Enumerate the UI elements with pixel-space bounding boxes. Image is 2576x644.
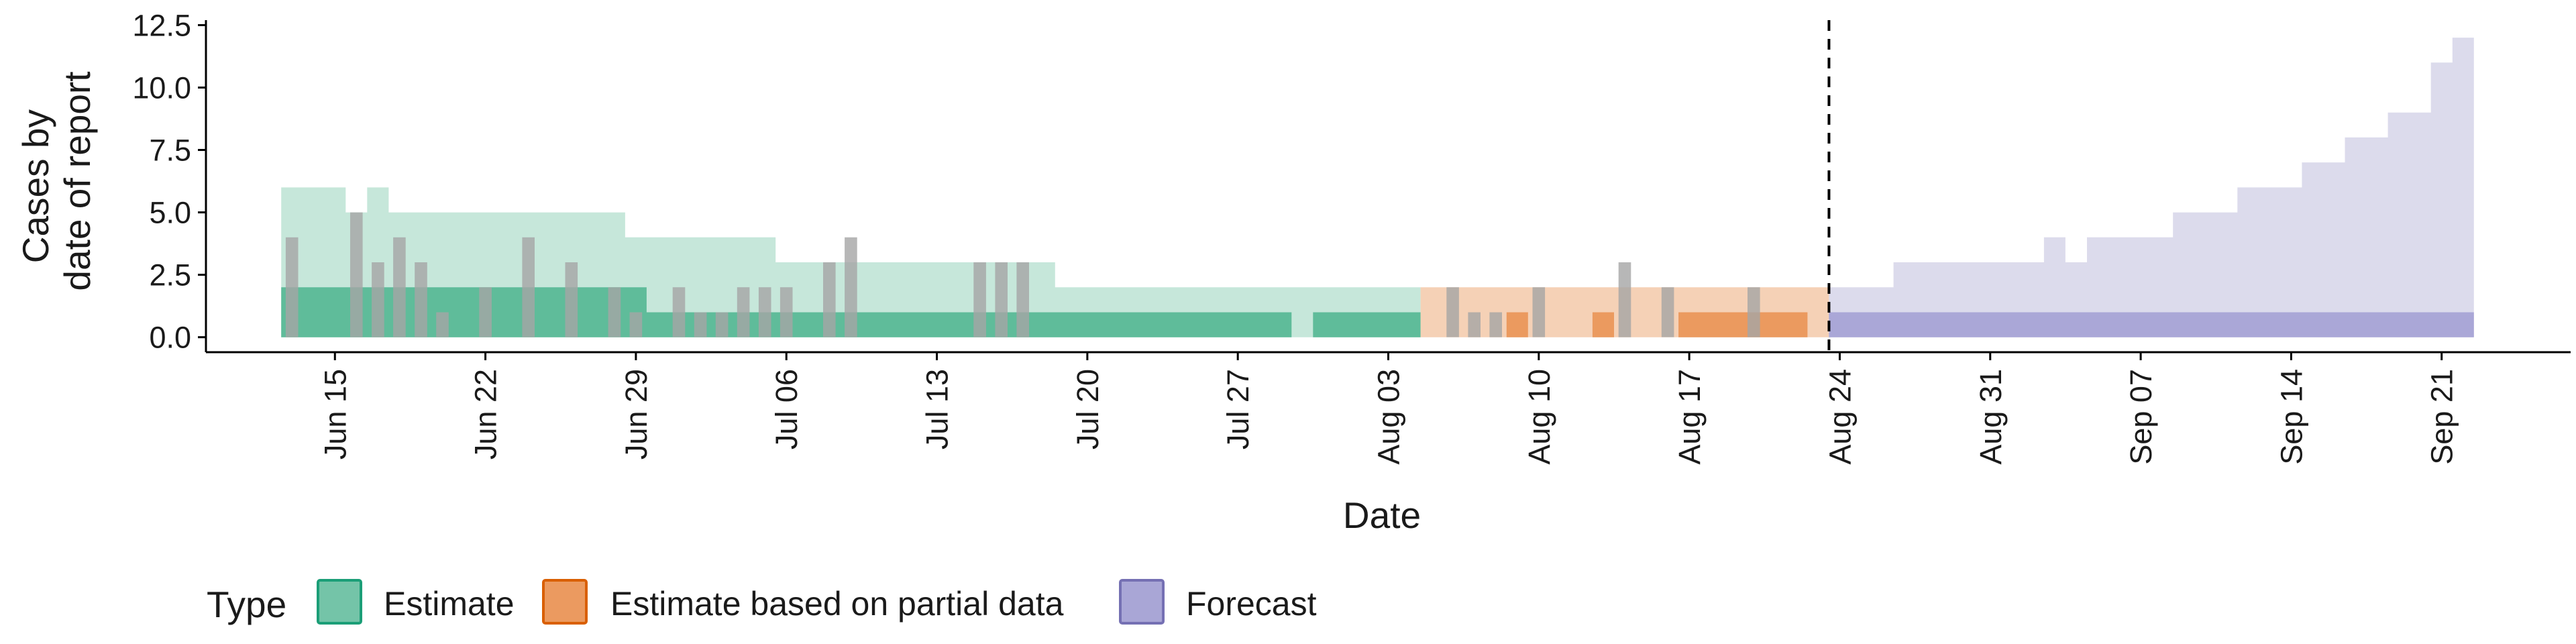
legend-label-estimate: Estimate: [384, 585, 515, 623]
legend-swatch-forecast: [1119, 579, 1165, 625]
x-tick-label: Aug 10: [1522, 369, 1556, 465]
observed-bar: [1532, 287, 1546, 337]
x-tick-label: Aug 03: [1372, 369, 1406, 465]
y-tick-label: 0.0: [149, 321, 191, 355]
x-axis-ticks: Jun 15 Jun 22 Jun 29 Jul 06 Jul 13 Jul 20 Jul …: [318, 352, 2459, 465]
observed-bar: [1468, 312, 1481, 337]
observed-bar: [737, 287, 750, 337]
y-tick-label: 7.5: [149, 133, 191, 168]
x-tick-label: Jul 20: [1071, 369, 1105, 449]
band-inner-2: [1829, 312, 2474, 337]
band-inner-1: [1420, 312, 1829, 337]
x-tick-label: Aug 17: [1672, 369, 1707, 465]
legend-title: Type: [207, 584, 286, 625]
legend-label-forecast: Forecast: [1186, 585, 1317, 623]
x-axis-title: Date: [1343, 494, 1421, 536]
y-axis-title: Cases by date of report: [15, 71, 98, 290]
observed-bar: [995, 262, 1008, 337]
observed-bar: [372, 262, 384, 337]
observed-bar: [1748, 287, 1760, 337]
observed-bar: [436, 312, 449, 337]
y-tick-label: 10.0: [132, 70, 191, 105]
y-tick-label: 12.5: [132, 8, 191, 42]
observed-bar: [823, 262, 836, 337]
y-axis-title-line-2: date of report: [56, 71, 98, 290]
legend-swatch-partial: [542, 579, 588, 625]
x-tick-label: Sep 07: [2124, 369, 2158, 465]
observed-bar: [1016, 262, 1029, 337]
observed-bar: [285, 237, 299, 337]
legend-label-partial: Estimate based on partial data: [610, 585, 1064, 623]
legend-swatch-estimate: [317, 579, 362, 625]
x-tick-label: Jun 15: [318, 369, 352, 460]
observed-bar: [780, 287, 793, 337]
observed-bar: [694, 312, 707, 337]
observed-bar: [1661, 287, 1674, 337]
y-axis-ticks: 0.0 2.5 5.0 7.5 10.0 12.5: [132, 8, 206, 355]
observed-bar: [1618, 262, 1631, 337]
x-tick-label: Sep 14: [2274, 369, 2308, 465]
x-tick-label: Jun 29: [619, 369, 653, 460]
observed-bar: [608, 287, 621, 337]
observed-bar: [522, 237, 535, 337]
observed-bar: [350, 212, 363, 337]
observed-bar: [845, 237, 857, 337]
y-tick-label: 2.5: [149, 258, 191, 292]
x-tick-label: Sep 21: [2425, 369, 2459, 465]
observed-bar: [715, 312, 729, 337]
y-axis-title-line-1: Cases by: [15, 109, 56, 264]
observed-bar: [758, 287, 771, 337]
x-tick-label: Aug 31: [1974, 369, 2008, 465]
observed-bar: [565, 262, 578, 337]
observed-cases-bars: [285, 212, 1760, 337]
observed-bar: [415, 262, 427, 337]
legend: Type Estimate Estimate based on partial …: [207, 579, 1317, 625]
observed-bar: [1489, 312, 1502, 337]
observed-bar: [973, 262, 986, 337]
band-outer-2: [1829, 38, 2474, 337]
x-tick-label: Jul 06: [769, 369, 804, 449]
observed-bar: [479, 287, 492, 337]
x-tick-label: Jul 13: [920, 369, 955, 449]
observed-bar: [672, 287, 686, 337]
x-tick-label: Jul 27: [1221, 369, 1255, 449]
y-tick-label: 5.0: [149, 196, 191, 230]
x-tick-label: Aug 24: [1823, 369, 1857, 465]
observed-bar: [629, 312, 643, 337]
observed-bar: [1446, 287, 1459, 337]
observed-bar: [393, 237, 406, 337]
x-tick-label: Jun 22: [469, 369, 503, 460]
